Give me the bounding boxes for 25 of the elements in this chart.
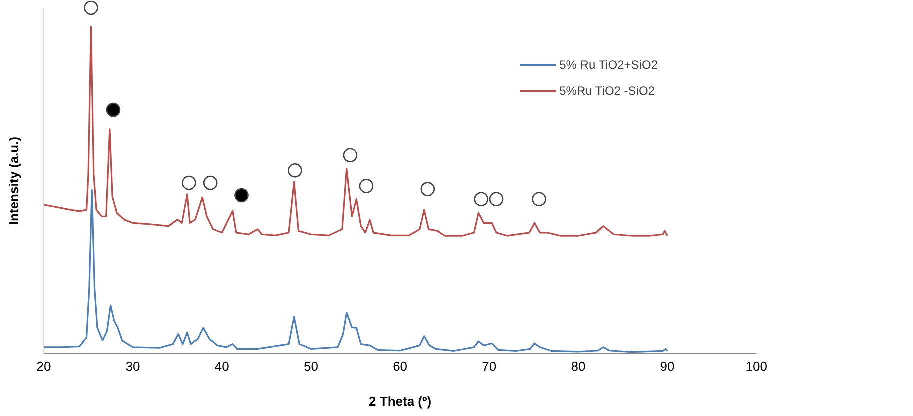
point [489, 192, 504, 206]
point [532, 192, 546, 206]
x-tick-label: 60 [393, 359, 408, 374]
x-tick-label: 40 [214, 359, 230, 374]
y-axis-title: Intensity (a.u.) [6, 136, 22, 226]
x-axis-title: 2 Theta (º) [369, 394, 432, 409]
point [203, 176, 218, 190]
x-tick-label: 80 [571, 359, 586, 374]
legend-label: 5%Ru TiO2 -SiO2 [560, 84, 655, 98]
point [84, 0, 98, 16]
x-tick-label: 20 [36, 359, 52, 374]
x-tick-label: 50 [304, 359, 318, 374]
x-tick-label: 100 [746, 359, 768, 374]
point [182, 176, 196, 190]
x-tick-label: 70 [482, 359, 497, 374]
point [474, 192, 489, 206]
x-tick-label: 30 [126, 359, 140, 374]
point [234, 188, 249, 203]
point [106, 102, 121, 118]
point [288, 163, 302, 178]
legend-label: 5% Ru TiO2+SiO2 [560, 58, 658, 72]
point [359, 179, 374, 194]
x-tick-label: 90 [660, 359, 675, 374]
point [343, 148, 358, 163]
point [420, 182, 436, 196]
